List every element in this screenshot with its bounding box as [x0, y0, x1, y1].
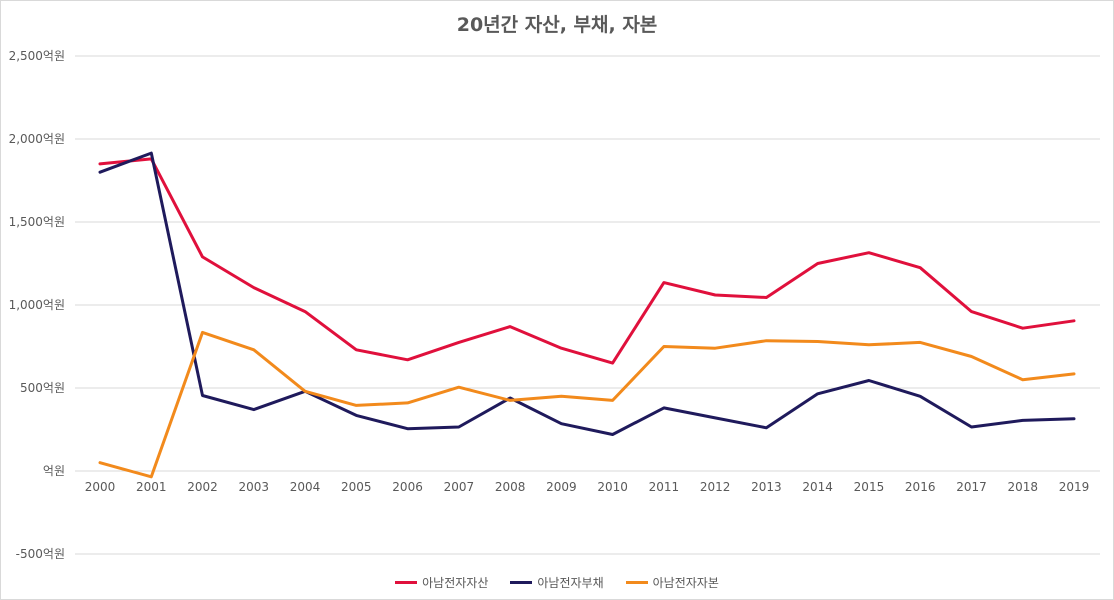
- x-tick-label: 2017: [956, 480, 987, 494]
- x-tick-label: 2019: [1059, 480, 1090, 494]
- series-lines: [98, 151, 1076, 479]
- series-line: [98, 157, 1076, 365]
- legend-label: 아남전자자산: [422, 576, 489, 590]
- y-tick-label: 1,500억원: [9, 215, 65, 229]
- legend-item: 아남전자자본: [625, 574, 719, 591]
- x-tick-label: 2015: [854, 480, 885, 494]
- chart-title: 20년간 자산, 부채, 자본: [456, 14, 658, 36]
- x-tick-label: 2016: [905, 480, 936, 494]
- gridlines: [75, 55, 1100, 555]
- y-tick-label: 2,500억원: [9, 49, 65, 63]
- x-tick-label: 2000: [85, 480, 116, 494]
- legend-swatch: [395, 581, 418, 584]
- y-tick-label: 억원: [43, 464, 65, 478]
- legend-swatch: [510, 581, 533, 584]
- x-tick-label: 2006: [392, 480, 423, 494]
- legend-item: 아남전자부채: [510, 574, 604, 591]
- series-line: [98, 151, 1076, 436]
- y-tick-label: -500억원: [16, 547, 65, 561]
- legend-item: 아남전자자산: [395, 574, 488, 591]
- x-tick-label: 2010: [597, 480, 628, 494]
- y-tick-label: 2,000억원: [9, 132, 65, 146]
- x-tick-label: 2007: [444, 480, 475, 494]
- x-tick-label: 2011: [649, 480, 680, 494]
- legend-swatch: [625, 581, 648, 584]
- x-tick-label: 2002: [187, 480, 218, 494]
- x-tick-label: 2013: [751, 480, 782, 494]
- x-tick-label: 2003: [239, 480, 270, 494]
- y-tick-label: 1,000억원: [9, 298, 65, 312]
- x-tick-label: 2018: [1007, 480, 1038, 494]
- y-tick-label: 500억원: [20, 381, 65, 395]
- x-tick-label: 2001: [136, 480, 167, 494]
- series-line: [98, 330, 1076, 479]
- y-axis-ticks: -500억원 억원 500억원 1,000억원 1,500억원 2,000억원 2,500억…: [9, 49, 65, 561]
- legend-label: 아남전자자본: [652, 576, 719, 590]
- x-axis-ticks: 2000 2001 2002 2003 2004 2005 2006 2007 2008 2009…: [85, 480, 1090, 494]
- x-tick-label: 2005: [341, 480, 372, 494]
- legend: 아남전자자산 아남전자부채 아남전자자본: [0, 574, 1114, 591]
- x-tick-label: 2012: [700, 480, 731, 494]
- legend-label: 아남전자부채: [537, 576, 604, 590]
- x-tick-label: 2008: [495, 480, 526, 494]
- x-tick-label: 2009: [546, 480, 577, 494]
- x-tick-label: 2004: [290, 480, 321, 494]
- x-tick-label: 2014: [802, 480, 833, 494]
